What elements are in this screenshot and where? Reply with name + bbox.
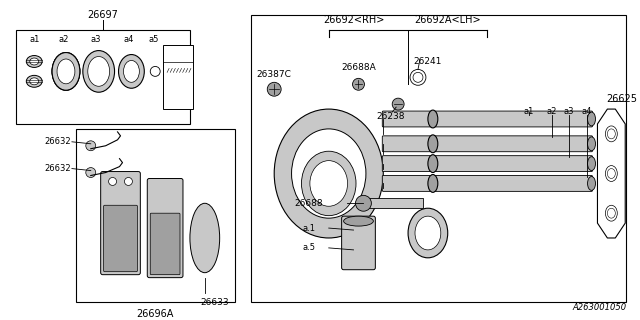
FancyBboxPatch shape (342, 216, 375, 270)
Ellipse shape (124, 60, 140, 82)
Ellipse shape (190, 203, 220, 273)
Text: 26688A: 26688A (341, 63, 376, 72)
Circle shape (86, 168, 96, 178)
Ellipse shape (605, 205, 618, 221)
Ellipse shape (428, 110, 438, 128)
Bar (364, 198, 423, 208)
Ellipse shape (52, 52, 80, 90)
Ellipse shape (408, 208, 448, 258)
Text: a1: a1 (524, 107, 534, 116)
Ellipse shape (52, 52, 80, 90)
Text: 26632: 26632 (44, 164, 71, 173)
Text: a5: a5 (148, 35, 159, 44)
FancyBboxPatch shape (382, 136, 593, 152)
Circle shape (353, 78, 364, 90)
Ellipse shape (605, 165, 618, 181)
Circle shape (355, 195, 371, 211)
Circle shape (355, 227, 362, 233)
Circle shape (353, 224, 364, 236)
Circle shape (86, 141, 96, 151)
Circle shape (268, 82, 281, 96)
Ellipse shape (428, 135, 438, 153)
Text: a.5: a.5 (303, 244, 316, 252)
Ellipse shape (605, 126, 618, 142)
Ellipse shape (415, 216, 441, 250)
Ellipse shape (588, 157, 595, 171)
Text: a1: a1 (29, 35, 40, 44)
Ellipse shape (588, 177, 595, 190)
FancyBboxPatch shape (150, 213, 180, 275)
Circle shape (355, 246, 362, 254)
Circle shape (392, 98, 404, 110)
Text: A263001050: A263001050 (572, 303, 626, 312)
Text: 26692A<LH>: 26692A<LH> (415, 15, 481, 25)
Text: 26238: 26238 (376, 111, 404, 121)
FancyBboxPatch shape (382, 156, 593, 172)
FancyBboxPatch shape (382, 111, 593, 127)
Text: a3: a3 (90, 35, 101, 44)
Text: 26241: 26241 (413, 57, 442, 66)
Ellipse shape (292, 129, 366, 218)
Ellipse shape (30, 78, 38, 85)
Text: 26633: 26633 (200, 298, 229, 307)
Text: a.1: a.1 (303, 224, 316, 233)
Text: 26625: 26625 (606, 94, 637, 104)
Polygon shape (598, 109, 625, 238)
Bar (17, 30, 190, 124)
Circle shape (124, 178, 132, 185)
Ellipse shape (588, 137, 595, 151)
Text: a2: a2 (59, 35, 69, 44)
Circle shape (413, 72, 423, 82)
Text: 26692<RH>: 26692<RH> (323, 15, 384, 25)
Ellipse shape (301, 151, 356, 216)
Bar (252, 15, 626, 302)
Text: a4: a4 (581, 107, 592, 116)
Ellipse shape (55, 57, 77, 86)
Ellipse shape (57, 59, 75, 84)
Ellipse shape (88, 57, 109, 86)
Ellipse shape (428, 155, 438, 172)
Text: 26632: 26632 (44, 137, 71, 146)
Text: 26387C: 26387C (257, 70, 292, 79)
Bar (163, 44, 193, 109)
FancyBboxPatch shape (104, 205, 138, 272)
Text: 26697: 26697 (88, 10, 118, 20)
Text: a3: a3 (563, 107, 574, 116)
Ellipse shape (26, 76, 42, 87)
FancyBboxPatch shape (382, 175, 593, 191)
Ellipse shape (26, 56, 42, 68)
FancyBboxPatch shape (100, 172, 140, 275)
Ellipse shape (57, 59, 75, 84)
Ellipse shape (588, 112, 595, 126)
Ellipse shape (428, 174, 438, 192)
Ellipse shape (118, 54, 144, 88)
Text: 26696A: 26696A (136, 309, 174, 319)
Ellipse shape (52, 52, 80, 90)
Ellipse shape (310, 161, 348, 206)
Circle shape (150, 67, 160, 76)
Circle shape (109, 178, 116, 185)
Ellipse shape (30, 58, 38, 65)
Text: a2: a2 (547, 107, 557, 116)
Ellipse shape (274, 109, 383, 238)
Bar (76, 129, 234, 302)
Text: a4: a4 (124, 35, 134, 44)
Ellipse shape (344, 216, 373, 226)
Text: 26688: 26688 (294, 199, 323, 208)
Ellipse shape (83, 51, 115, 92)
FancyBboxPatch shape (147, 179, 183, 278)
